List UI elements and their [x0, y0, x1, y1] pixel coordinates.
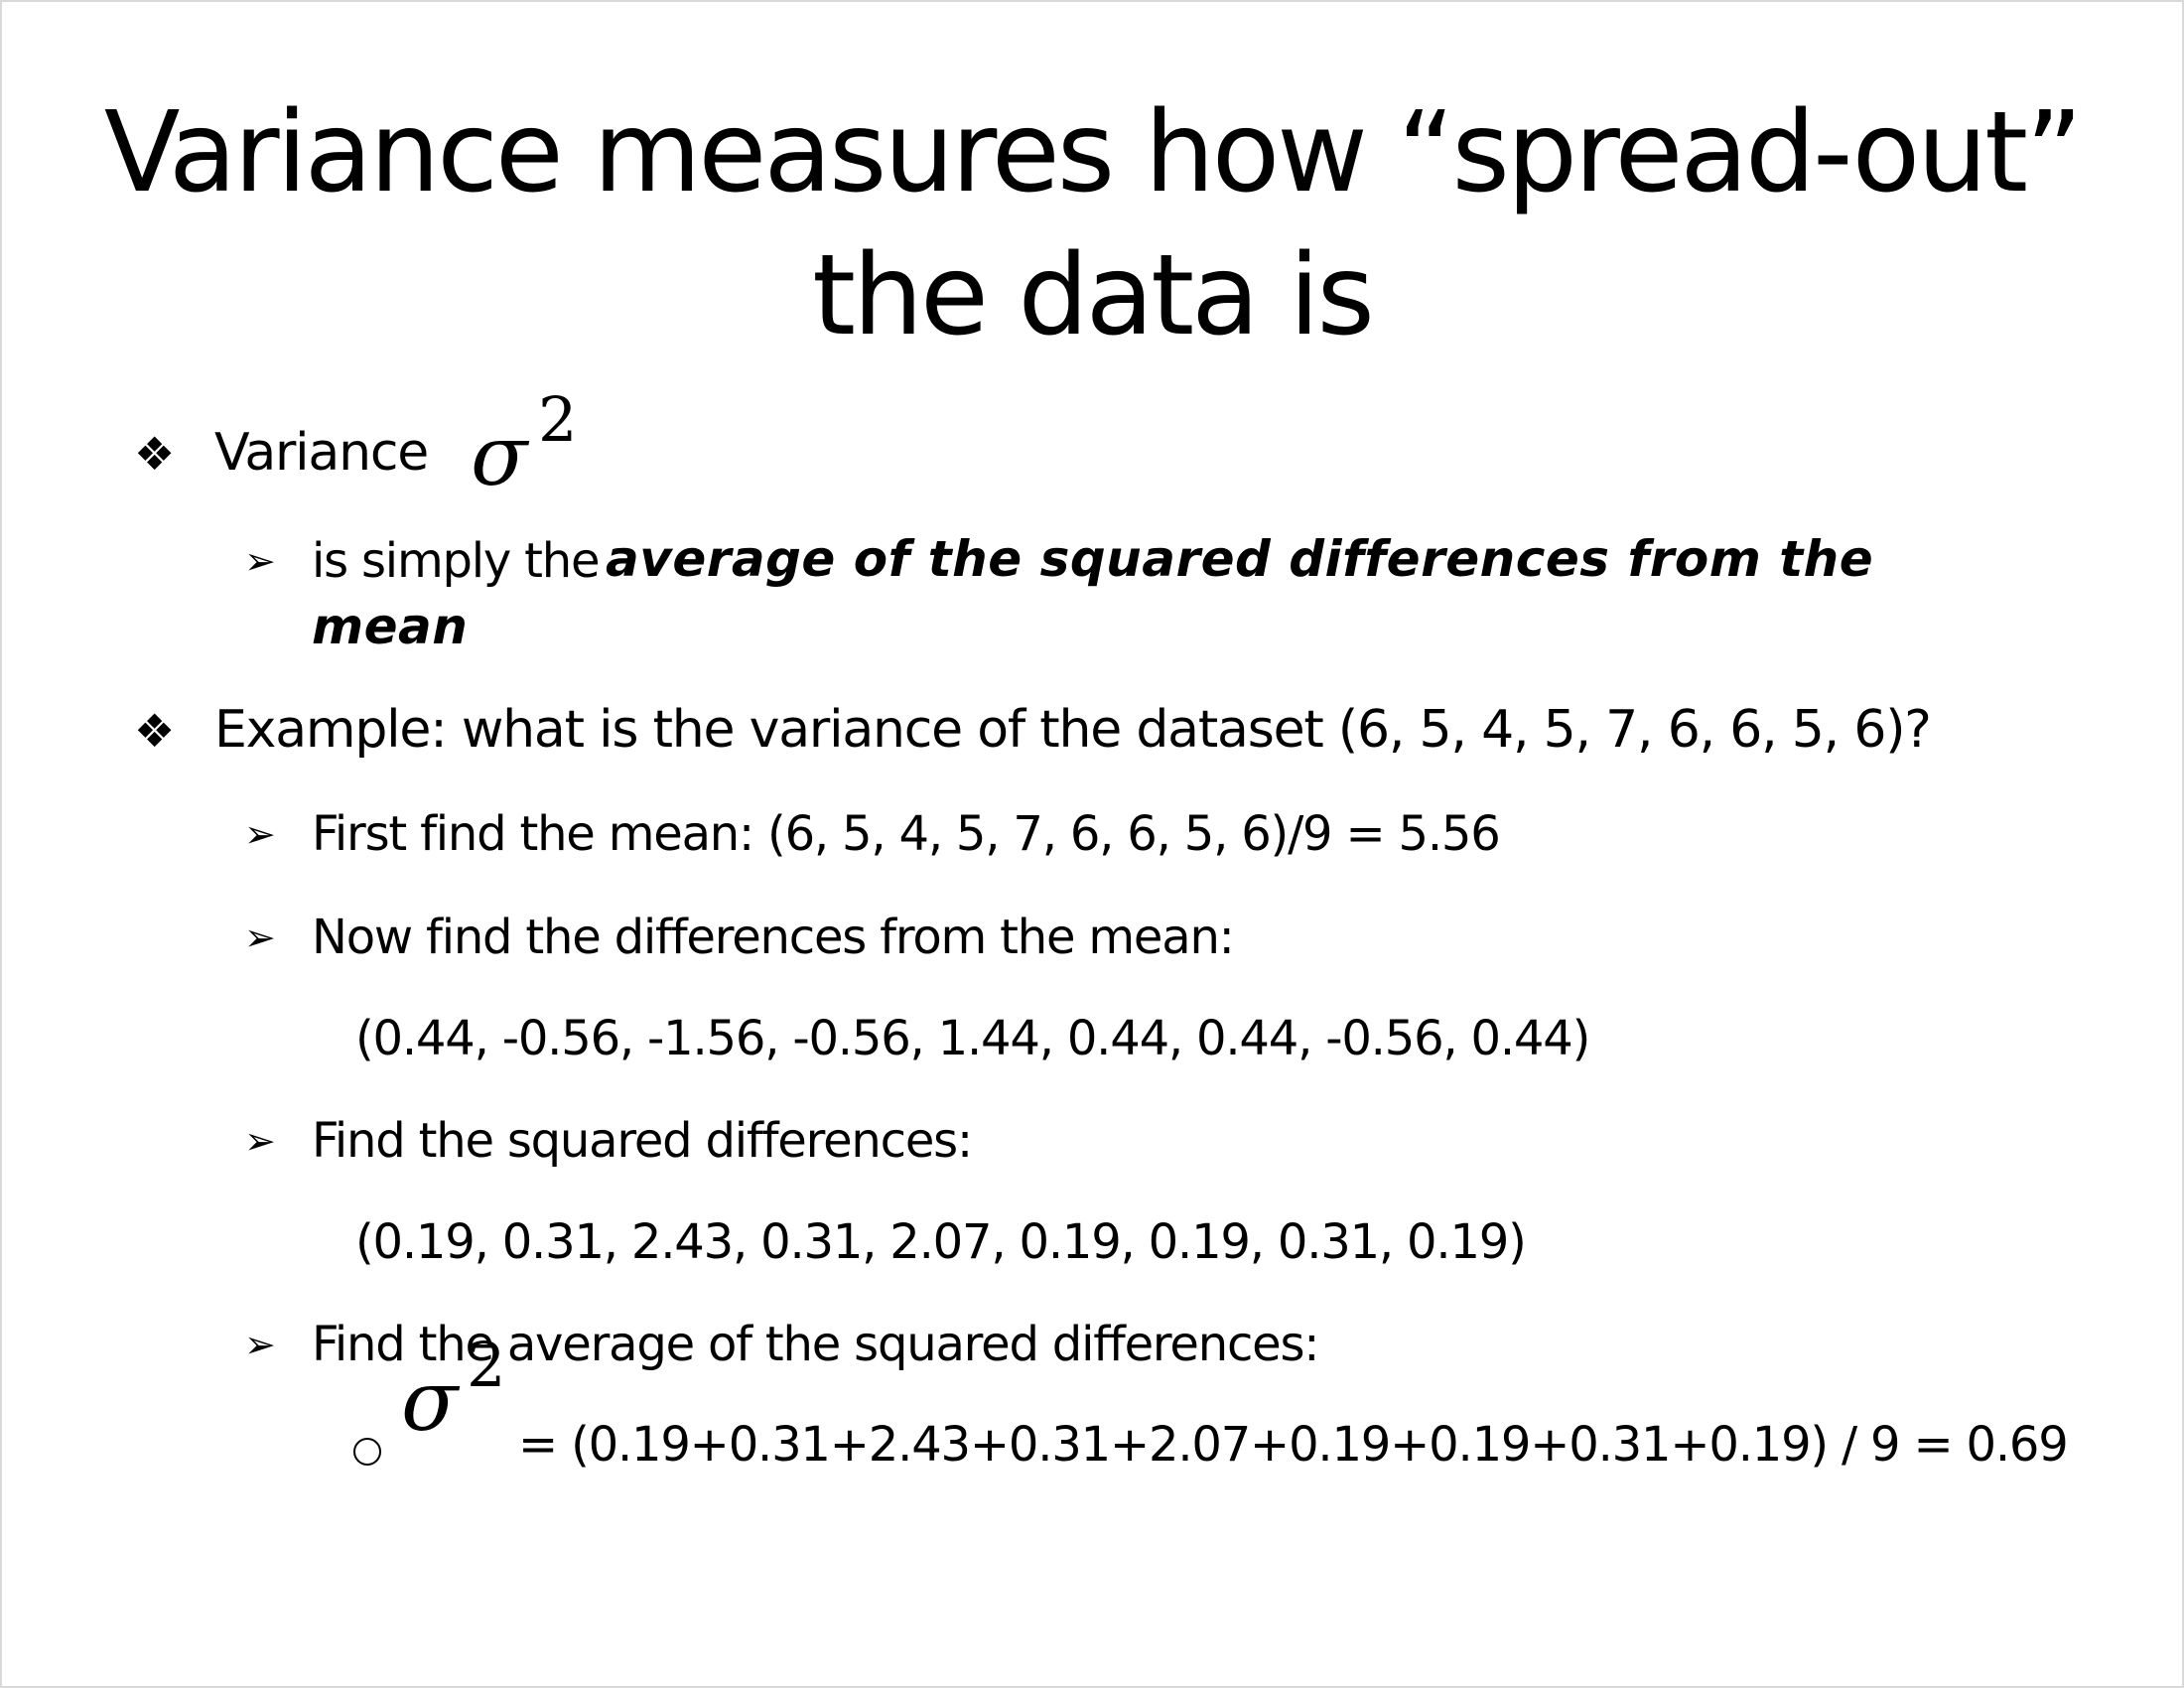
result-sigma-exponent: 2 [467, 1329, 506, 1401]
step-squared-differences: Find the squared differences: [312, 1113, 973, 1169]
variance-result: = (0.19+0.31+2.43+0.31+2.07+0.19+0.19+0.… [518, 1417, 2069, 1473]
example-question: Example: what is the variance of the dat… [214, 700, 1932, 760]
arrow-bullet-icon: ➢ [244, 915, 276, 959]
circle-bullet-icon [353, 1438, 381, 1466]
differences-values: (0.44, -0.56, -1.56, -0.56, 1.44, 0.44, … [355, 1011, 1590, 1066]
step-average-squared-differences: Find the average of the squared differen… [312, 1317, 1319, 1372]
definition-prefix: is simply the [312, 533, 601, 589]
definition-emphasis-line-1: average of the squared differences from … [606, 530, 1874, 588]
diamond-bullet-icon: ❖ [134, 704, 176, 758]
slide-title-line-2: the data is [812, 231, 1375, 360]
arrow-bullet-icon: ➢ [244, 539, 276, 583]
variance-label: Variance [214, 423, 429, 483]
variance-sigma-symbol: σ [471, 407, 528, 504]
step-find-differences: Now find the differences from the mean: [312, 910, 1235, 965]
arrow-bullet-icon: ➢ [244, 812, 276, 856]
diamond-bullet-icon: ❖ [134, 427, 176, 481]
arrow-bullet-icon: ➢ [244, 1323, 276, 1366]
definition-emphasis-line-2: mean [312, 598, 469, 655]
squared-differences-values: (0.19, 0.31, 2.43, 0.31, 2.07, 0.19, 0.1… [355, 1214, 1527, 1270]
step-find-mean: First find the mean: (6, 5, 4, 5, 7, 6, … [312, 806, 1501, 862]
arrow-bullet-icon: ➢ [244, 1119, 276, 1163]
slide-title-line-1: Variance measures how “spread-out” [103, 88, 2083, 217]
variance-sigma-exponent: 2 [538, 383, 578, 456]
result-sigma-symbol: σ [401, 1352, 459, 1450]
